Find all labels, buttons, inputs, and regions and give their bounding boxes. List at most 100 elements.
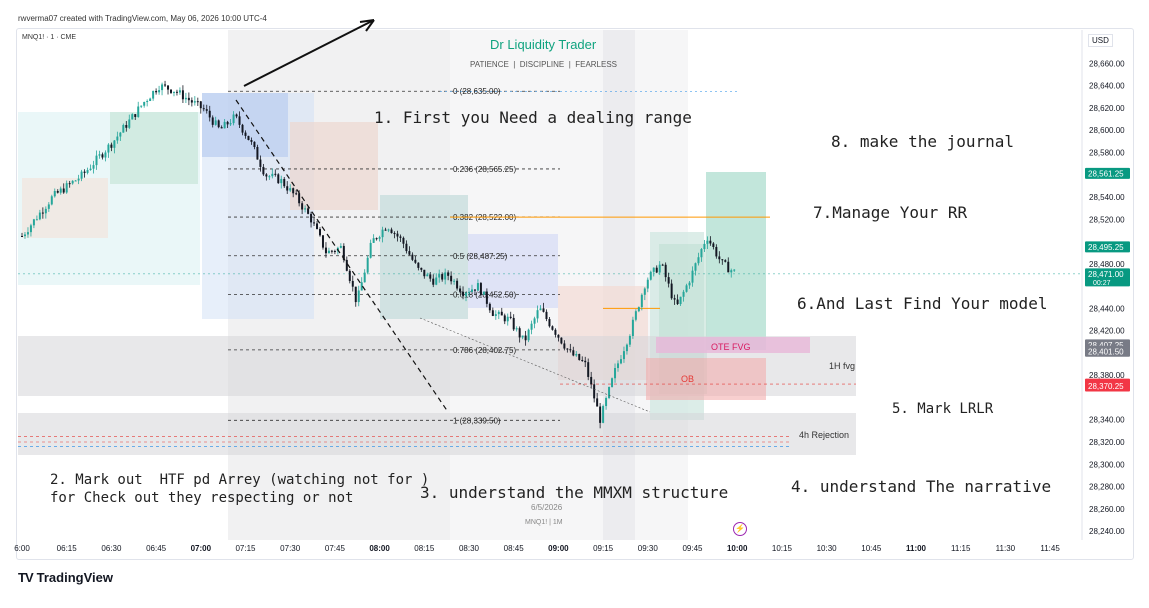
candle-body bbox=[178, 90, 181, 93]
candle-body bbox=[456, 280, 459, 289]
candle-body bbox=[712, 243, 715, 247]
candle-body bbox=[333, 250, 336, 252]
candle-body bbox=[47, 204, 50, 209]
candle-body bbox=[68, 183, 71, 185]
candle-body bbox=[101, 154, 104, 158]
time-tick-label: 11:30 bbox=[996, 544, 1016, 553]
candle-body bbox=[86, 170, 89, 173]
tradingview-logo[interactable]: TV TradingView bbox=[18, 570, 113, 585]
candle-body bbox=[384, 229, 387, 231]
candle-body bbox=[488, 303, 491, 311]
candle-body bbox=[441, 274, 444, 280]
candle-body bbox=[44, 208, 47, 214]
candle-body bbox=[354, 286, 357, 303]
candle-body bbox=[459, 288, 462, 292]
candle-body bbox=[447, 272, 450, 276]
candle-body bbox=[321, 235, 324, 248]
time-tick-label: 06:30 bbox=[101, 544, 122, 553]
candle-body bbox=[572, 350, 575, 356]
candle-body bbox=[521, 335, 524, 338]
mmxm-line bbox=[419, 317, 651, 413]
time-tick-label: 09:45 bbox=[682, 544, 703, 553]
time-tick-label: 06:45 bbox=[146, 544, 167, 553]
candle-body bbox=[181, 90, 184, 100]
fib-level-label: 0.5 (28,487.25) bbox=[453, 252, 508, 261]
replay-icon[interactable]: ⚡ bbox=[733, 522, 747, 536]
ote-fvg-zone bbox=[656, 337, 810, 353]
candle-body bbox=[482, 291, 485, 295]
label-ote-fvg: OTE FVG bbox=[711, 342, 751, 352]
candle-body bbox=[479, 283, 482, 295]
candle-body bbox=[643, 288, 646, 295]
fib-level-label: 0.618 (28,452.50) bbox=[453, 290, 516, 299]
fib-level-label: 1 (28,339.50) bbox=[453, 416, 501, 425]
candle-body bbox=[280, 178, 283, 184]
candle-body bbox=[423, 269, 426, 277]
time-tick-label: 6:00 bbox=[14, 544, 30, 553]
time-tick-label: 07:00 bbox=[191, 544, 212, 553]
currency-label[interactable]: USD bbox=[1088, 34, 1113, 47]
candle-body bbox=[593, 384, 596, 399]
candle-body bbox=[411, 254, 414, 260]
candle-body bbox=[95, 155, 98, 166]
candle-body bbox=[259, 159, 262, 167]
annotation-2a: 2. Mark out HTF pd Arrey (watching not f… bbox=[50, 472, 430, 488]
candle-body bbox=[506, 316, 509, 322]
candle-body bbox=[32, 219, 35, 226]
time-tick-label: 11:00 bbox=[906, 544, 927, 553]
candle-body bbox=[649, 271, 652, 280]
candle-body bbox=[369, 242, 372, 258]
price-tick-label: 28,440.00 bbox=[1089, 304, 1125, 313]
time-tick-label: 06:15 bbox=[57, 544, 78, 553]
brand-title: Dr Liquidity Trader bbox=[490, 37, 597, 52]
candle-body bbox=[113, 140, 116, 148]
discount-block bbox=[380, 195, 468, 319]
candle-body bbox=[375, 238, 378, 240]
candle-body bbox=[473, 289, 476, 291]
candle-body bbox=[268, 176, 271, 178]
watermark-symbol: MNQ1! | 1M bbox=[525, 519, 563, 526]
candle-body bbox=[289, 188, 292, 191]
candle-body bbox=[342, 245, 345, 260]
candle-body bbox=[575, 354, 578, 356]
candle-body bbox=[688, 282, 691, 286]
candle-body bbox=[587, 362, 590, 377]
candle-body bbox=[29, 225, 32, 233]
candle-body bbox=[298, 193, 301, 204]
candle-body bbox=[205, 109, 208, 111]
candle-body bbox=[110, 144, 113, 148]
price-tick-label: 28,420.00 bbox=[1089, 327, 1125, 336]
candle-body bbox=[357, 290, 360, 303]
candle-body bbox=[119, 132, 122, 137]
candle-body bbox=[83, 171, 86, 173]
time-axis: 6:00 06:15 06:30 06:45 07:00 07:15 07:30 07:45 0… bbox=[14, 544, 1060, 553]
4h-rejection-zone bbox=[18, 413, 856, 455]
candle-body bbox=[190, 100, 193, 103]
candle-body bbox=[387, 229, 390, 231]
candle-body bbox=[214, 120, 217, 125]
candle-body bbox=[584, 360, 587, 363]
candle-body bbox=[724, 260, 727, 262]
candle-body bbox=[634, 311, 637, 320]
candle-body bbox=[122, 124, 125, 133]
candle-body bbox=[462, 291, 465, 296]
time-tick-label: 09:00 bbox=[548, 544, 569, 553]
candle-body bbox=[551, 326, 554, 330]
candle-body bbox=[429, 274, 432, 279]
candle-body bbox=[172, 91, 175, 93]
price-tick-label: 28,380.00 bbox=[1089, 371, 1125, 380]
candle-body bbox=[646, 279, 649, 289]
annotation-7: 7.Manage Your RR bbox=[813, 203, 968, 222]
candle-body bbox=[622, 351, 625, 360]
price-tick-label: 28,660.00 bbox=[1089, 59, 1125, 68]
candle-body bbox=[53, 190, 56, 197]
candle-body bbox=[155, 90, 158, 93]
time-tick-label: 10:15 bbox=[772, 544, 793, 553]
bearish-block bbox=[22, 178, 108, 238]
time-tick-label: 11:45 bbox=[1040, 544, 1060, 553]
candle-body bbox=[295, 193, 298, 195]
candle-body bbox=[530, 323, 533, 330]
fib-level-label: 0 (28,635.00) bbox=[453, 87, 501, 96]
session-shade bbox=[603, 30, 635, 540]
